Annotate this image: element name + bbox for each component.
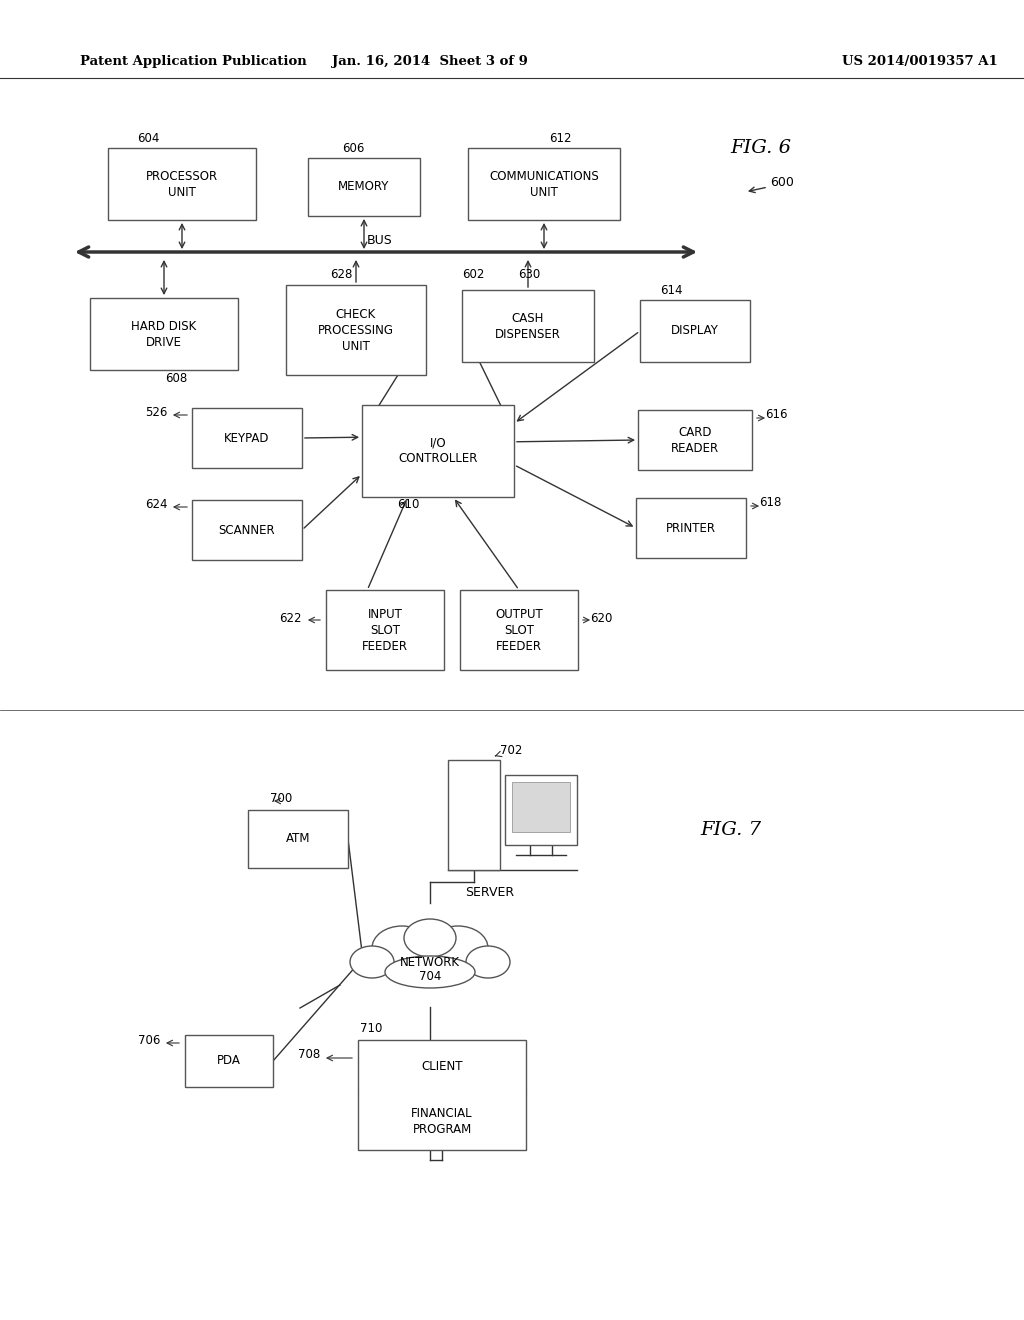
Bar	[449, 760, 500, 870]
Bar	[460, 590, 578, 671]
Bar	[193, 408, 302, 469]
Text: 700: 700	[270, 792, 292, 804]
Text: SERVER: SERVER	[466, 886, 515, 899]
Text: CARD
READER: CARD READER	[671, 425, 719, 454]
Text: PDA: PDA	[217, 1055, 241, 1068]
Text: BUS: BUS	[368, 235, 393, 248]
Text: 526: 526	[145, 405, 168, 418]
Text: 708: 708	[298, 1048, 319, 1061]
Text: I/O
CONTROLLER: I/O CONTROLLER	[398, 437, 477, 466]
Bar	[640, 300, 750, 362]
Bar	[636, 498, 746, 558]
Bar	[512, 781, 570, 832]
Text: 602: 602	[462, 268, 484, 281]
Ellipse shape	[466, 946, 510, 978]
Ellipse shape	[350, 946, 394, 978]
Text: 702: 702	[500, 744, 522, 758]
Ellipse shape	[404, 919, 456, 957]
Bar	[248, 810, 348, 869]
Text: 604: 604	[137, 132, 159, 144]
Text: 706: 706	[137, 1034, 160, 1047]
Text: 630: 630	[518, 268, 541, 281]
Bar	[193, 500, 302, 560]
Text: 620: 620	[590, 611, 612, 624]
Text: 628: 628	[330, 268, 352, 281]
Ellipse shape	[428, 927, 488, 970]
Ellipse shape	[372, 927, 432, 970]
Text: 614: 614	[660, 284, 683, 297]
Ellipse shape	[385, 956, 475, 987]
Text: 704: 704	[419, 969, 441, 982]
Text: 606: 606	[342, 141, 365, 154]
Text: SCANNER: SCANNER	[219, 524, 275, 536]
Text: COMMUNICATIONS
UNIT: COMMUNICATIONS UNIT	[489, 169, 599, 198]
Text: Jan. 16, 2014  Sheet 3 of 9: Jan. 16, 2014 Sheet 3 of 9	[332, 55, 528, 69]
Bar	[638, 411, 752, 470]
Bar	[308, 158, 420, 216]
Text: PRINTER: PRINTER	[666, 521, 716, 535]
Text: NETWORK: NETWORK	[400, 956, 460, 969]
Text: HARD DISK
DRIVE: HARD DISK DRIVE	[131, 319, 197, 348]
Bar	[358, 1040, 526, 1150]
Text: 616: 616	[765, 408, 787, 421]
Text: DISPLAY: DISPLAY	[671, 325, 719, 338]
Text: CASH
DISPENSER: CASH DISPENSER	[495, 312, 561, 341]
Text: CHECK
PROCESSING
UNIT: CHECK PROCESSING UNIT	[318, 308, 394, 352]
Bar	[462, 290, 594, 362]
Text: 610: 610	[397, 499, 419, 511]
Text: 710: 710	[360, 1022, 382, 1035]
Bar	[326, 590, 444, 671]
Bar	[505, 775, 577, 845]
Bar	[468, 148, 620, 220]
Text: FIG. 7: FIG. 7	[700, 821, 761, 840]
Text: FIG. 6: FIG. 6	[730, 139, 791, 157]
Text: 612: 612	[549, 132, 571, 144]
Text: OUTPUT
SLOT
FEEDER: OUTPUT SLOT FEEDER	[496, 607, 543, 652]
Text: 608: 608	[165, 371, 187, 384]
Text: FINANCIAL
PROGRAM: FINANCIAL PROGRAM	[412, 1107, 473, 1137]
Bar	[108, 148, 256, 220]
Text: KEYPAD: KEYPAD	[224, 432, 269, 445]
Text: INPUT
SLOT
FEEDER: INPUT SLOT FEEDER	[362, 607, 408, 652]
Bar	[185, 1035, 273, 1086]
Text: 624: 624	[145, 498, 168, 511]
Text: ATM: ATM	[286, 833, 310, 846]
Bar	[286, 285, 426, 375]
Text: 622: 622	[280, 611, 302, 624]
Text: PROCESSOR
UNIT: PROCESSOR UNIT	[146, 169, 218, 198]
Text: 600: 600	[770, 176, 794, 189]
Text: 618: 618	[759, 496, 781, 510]
Bar	[362, 405, 514, 498]
Bar	[90, 298, 238, 370]
Text: CLIENT: CLIENT	[421, 1060, 463, 1073]
Text: US 2014/0019357 A1: US 2014/0019357 A1	[842, 55, 997, 69]
Text: Patent Application Publication: Patent Application Publication	[80, 55, 307, 69]
Text: MEMORY: MEMORY	[338, 181, 390, 194]
